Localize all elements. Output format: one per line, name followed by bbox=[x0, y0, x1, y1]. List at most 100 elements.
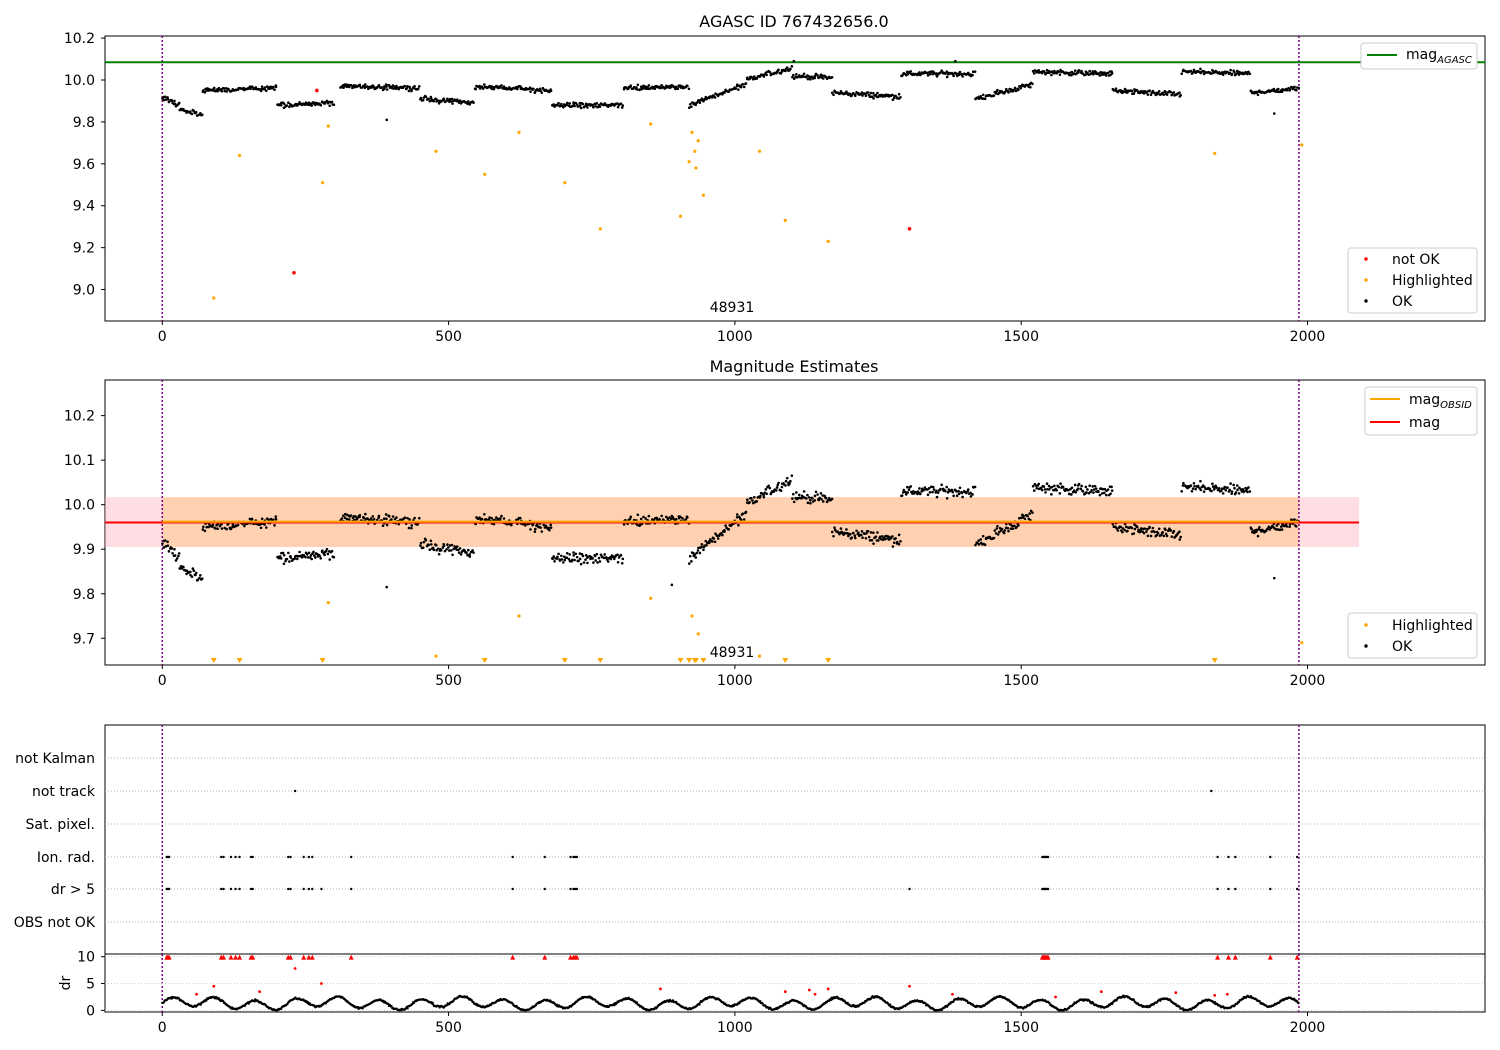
ok-point bbox=[1067, 488, 1070, 492]
legend-mag-agasc-label: magAGASC bbox=[1406, 47, 1472, 66]
ok-point bbox=[852, 531, 855, 535]
ok-point bbox=[1070, 486, 1074, 490]
ok-point bbox=[318, 554, 321, 558]
flag-point bbox=[350, 855, 353, 859]
ok-point bbox=[1029, 85, 1032, 89]
ok-point bbox=[687, 106, 691, 110]
ok-point bbox=[1157, 527, 1161, 531]
ok-point bbox=[560, 558, 564, 561]
ok-point bbox=[876, 531, 879, 534]
panel1-axes-frame bbox=[104, 35, 1486, 322]
ok-point bbox=[298, 550, 301, 554]
ok-point bbox=[996, 524, 999, 528]
ok-point bbox=[419, 96, 423, 100]
ok-point bbox=[1073, 69, 1077, 73]
ok-point bbox=[928, 72, 932, 76]
ok-point bbox=[714, 532, 717, 535]
ok-point bbox=[1239, 488, 1243, 491]
ok-point bbox=[653, 87, 657, 91]
ok-point bbox=[751, 499, 754, 502]
highlighted-point bbox=[693, 149, 697, 153]
ok-point bbox=[931, 490, 934, 494]
dr-red-point bbox=[195, 992, 199, 996]
panel4-ticks: 0 500 1000 1500 2000 0 5 10 bbox=[77, 950, 1325, 1036]
ok-point bbox=[407, 526, 411, 530]
ok-point bbox=[811, 497, 814, 500]
ok-point bbox=[861, 536, 864, 540]
ok-point bbox=[500, 514, 503, 518]
highlighted-point bbox=[690, 130, 694, 134]
ok-point bbox=[1135, 525, 1139, 529]
ok-point bbox=[636, 523, 639, 527]
ok-point bbox=[403, 516, 407, 520]
ok-point bbox=[904, 493, 908, 496]
ok-point bbox=[889, 536, 893, 540]
ok-point bbox=[944, 72, 947, 75]
ok-point bbox=[681, 516, 684, 520]
ok-point bbox=[227, 87, 230, 91]
ok-point bbox=[795, 72, 798, 76]
highlighted-point bbox=[649, 122, 653, 126]
legend-highlighted-label: Highlighted bbox=[1392, 273, 1473, 289]
panel2-plot-area bbox=[105, 380, 1360, 665]
ok-point bbox=[872, 91, 875, 95]
ok-point bbox=[1017, 88, 1020, 92]
ok-point bbox=[632, 85, 636, 89]
x-tick-label: 1000 bbox=[717, 673, 753, 689]
ok-point bbox=[319, 556, 323, 560]
ok-point bbox=[1130, 526, 1134, 530]
ok-point bbox=[538, 87, 542, 91]
dr-point bbox=[390, 1005, 393, 1008]
ok-point bbox=[496, 517, 500, 521]
ok-point bbox=[977, 539, 980, 542]
ok-point bbox=[764, 488, 768, 491]
ok-point bbox=[1043, 488, 1047, 491]
flag-point bbox=[311, 855, 314, 859]
ok-point bbox=[814, 490, 818, 494]
ok-point bbox=[384, 513, 388, 516]
ok-point bbox=[495, 516, 498, 519]
flag-point bbox=[1210, 789, 1213, 793]
ok-point bbox=[191, 567, 195, 570]
ok-point bbox=[428, 548, 432, 552]
ok-point bbox=[510, 523, 513, 527]
ok-point bbox=[385, 88, 389, 91]
offscale-highlighted-marker bbox=[825, 658, 832, 663]
ok-point bbox=[594, 559, 597, 562]
panel2-legend-bottom: Highlighted OK bbox=[1347, 612, 1478, 659]
ok-point bbox=[790, 474, 794, 477]
ok-point bbox=[1156, 532, 1160, 535]
ok-point bbox=[571, 558, 574, 562]
ok-point bbox=[644, 85, 647, 88]
ok-point bbox=[918, 492, 922, 496]
ok-point bbox=[857, 531, 860, 535]
ok-point bbox=[163, 539, 167, 542]
ok-point bbox=[1009, 523, 1012, 526]
ok-point bbox=[616, 105, 620, 109]
panel1-ticks: 0 500 1000 1500 2000 9.0 9.2 9.4 9.6 9.8 10.0 10.2 bbox=[64, 31, 1325, 345]
ok-point bbox=[598, 560, 602, 563]
ok-point bbox=[931, 485, 935, 489]
ok-point bbox=[1084, 485, 1088, 489]
dr-point bbox=[1178, 1005, 1181, 1008]
ok-point bbox=[371, 515, 375, 518]
ok-point bbox=[847, 534, 850, 538]
ok-point bbox=[1157, 90, 1161, 93]
ok-point bbox=[1143, 527, 1147, 530]
ok-point bbox=[762, 493, 765, 497]
ok-point bbox=[974, 543, 977, 547]
highlighted-point bbox=[517, 614, 521, 618]
ok-point bbox=[946, 491, 950, 494]
ok-point bbox=[762, 75, 766, 78]
ok-point bbox=[749, 496, 753, 500]
ok-point bbox=[225, 90, 228, 93]
ok-point bbox=[377, 514, 381, 518]
ok-point bbox=[540, 91, 544, 94]
ok-point bbox=[205, 525, 208, 529]
y-tick-label: 10.2 bbox=[64, 409, 95, 425]
y-tick-label: 9.9 bbox=[73, 542, 95, 558]
ok-point bbox=[432, 99, 436, 103]
y-tick-label: 9.8 bbox=[73, 587, 95, 603]
ok-point bbox=[596, 561, 599, 564]
ok-point bbox=[1106, 71, 1110, 75]
